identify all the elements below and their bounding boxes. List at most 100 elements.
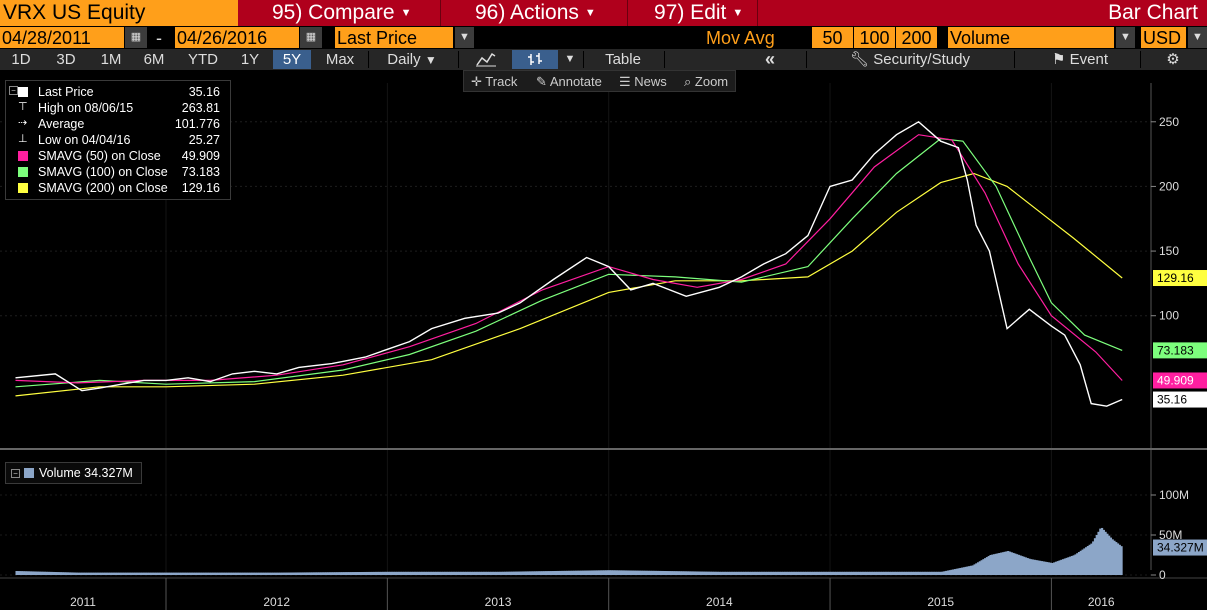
actions-menu[interactable]: 96) Actions ▼ bbox=[475, 0, 596, 26]
zoom-button[interactable]: ⌕ Zoom bbox=[684, 71, 728, 92]
collapse-panel-icon[interactable]: « bbox=[764, 49, 775, 69]
volume-bar bbox=[794, 571, 797, 575]
volume-bar bbox=[75, 572, 78, 575]
volume-bar bbox=[49, 571, 52, 575]
legend-row[interactable]: SMAVG (200) on Close 129.16 bbox=[6, 180, 230, 196]
volume-bar bbox=[872, 571, 875, 575]
volume-bar bbox=[77, 572, 80, 575]
settings-gear-icon[interactable]: ⚙ bbox=[1166, 51, 1180, 68]
line-chart-icon[interactable] bbox=[466, 50, 506, 69]
volume-tick-label: 50M bbox=[1159, 528, 1182, 542]
volume-legend-collapse-icon[interactable]: − bbox=[11, 469, 20, 478]
frequency-label: Daily bbox=[387, 51, 421, 68]
volume-bar bbox=[946, 570, 950, 575]
range-button-5y[interactable]: 5Y bbox=[273, 50, 311, 69]
volume-bar bbox=[661, 570, 665, 575]
volume-bar bbox=[142, 572, 146, 575]
event-button[interactable]: ⚑ Event bbox=[1035, 50, 1125, 69]
legend-row[interactable]: Last Price 35.16 bbox=[6, 84, 230, 100]
divider bbox=[757, 0, 758, 26]
volume-bar bbox=[330, 572, 333, 575]
mov-avg-100-field[interactable]: 100 bbox=[854, 27, 895, 48]
volume-bar bbox=[112, 572, 116, 575]
edit-menu[interactable]: 97) Edit ▼ bbox=[654, 0, 743, 26]
news-button[interactable]: ☰ News bbox=[619, 71, 667, 92]
legend-name: SMAVG (50) on Close bbox=[38, 149, 161, 163]
currency-select[interactable]: USD bbox=[1141, 27, 1186, 48]
ticker-field[interactable]: VRX US Equity bbox=[0, 0, 238, 26]
volume-bar bbox=[20, 571, 24, 575]
annotate-button[interactable]: ✎ Annotate bbox=[536, 71, 602, 92]
bar-chart-icon[interactable] bbox=[512, 50, 558, 69]
security-study-button[interactable]: 🔧︎ Security/Study bbox=[830, 50, 990, 69]
volume-bar bbox=[552, 571, 555, 575]
volume-bar bbox=[187, 572, 190, 575]
last-value-tag-label: 129.16 bbox=[1157, 271, 1194, 285]
range-button-3d[interactable]: 3D bbox=[56, 51, 76, 68]
volume-bar bbox=[743, 571, 746, 575]
volume-bar bbox=[665, 571, 668, 575]
legend-row[interactable]: SMAVG (100) on Close 73.183 bbox=[6, 164, 230, 180]
price-legend[interactable]: − Last Price 35.16 ⊤ High on 08/06/15 263.81… bbox=[5, 80, 231, 200]
volume-bar bbox=[853, 571, 856, 575]
volume-bar bbox=[100, 572, 103, 575]
volume-bar bbox=[1086, 546, 1090, 575]
volume-bar bbox=[327, 572, 330, 575]
volume-bar bbox=[128, 572, 132, 575]
end-calendar-icon[interactable]: ▦ bbox=[300, 27, 322, 48]
average-marker-icon: ⇢ bbox=[18, 117, 28, 129]
volume-bar bbox=[1053, 562, 1056, 575]
volume-bar bbox=[757, 571, 760, 575]
mov-avg-50-field[interactable]: 50 bbox=[812, 27, 853, 48]
volume-bar bbox=[493, 571, 496, 575]
end-date-field[interactable]: 04/26/2016 bbox=[175, 27, 299, 48]
volume-bar bbox=[369, 571, 372, 575]
mov-avg-200-field[interactable]: 200 bbox=[896, 27, 937, 48]
frequency-select[interactable]: Daily ▼ bbox=[372, 50, 452, 69]
range-button-6m[interactable]: 6M bbox=[143, 51, 165, 68]
volume-bar bbox=[707, 571, 711, 575]
volume-bar bbox=[1037, 560, 1040, 575]
volume-bar bbox=[91, 572, 94, 575]
volume-legend[interactable]: − Volume 34.327M bbox=[5, 462, 142, 484]
range-button-1y[interactable]: 1Y bbox=[240, 51, 260, 68]
volume-bar bbox=[867, 571, 870, 575]
table-tab[interactable]: Table bbox=[605, 51, 641, 68]
volume-bar bbox=[421, 571, 424, 575]
volume-bar bbox=[1017, 554, 1020, 575]
volume-bar bbox=[42, 571, 45, 575]
range-button-ytd[interactable]: YTD bbox=[188, 51, 218, 68]
range-button-1m[interactable]: 1M bbox=[100, 51, 122, 68]
compare-menu[interactable]: 95) Compare ▼ bbox=[272, 0, 411, 26]
lower-study-select[interactable]: Volume bbox=[948, 27, 1114, 48]
chart-type-dropdown-icon[interactable]: ▼ bbox=[564, 53, 576, 65]
range-button-max[interactable]: Max bbox=[325, 51, 355, 68]
price-field-select[interactable]: Last Price bbox=[335, 27, 453, 48]
start-date-field[interactable]: 04/28/2011 bbox=[0, 27, 124, 48]
range-button-1d[interactable]: 1D bbox=[11, 51, 31, 68]
legend-row[interactable]: ⇢ Average 101.776 bbox=[6, 116, 230, 132]
volume-bar bbox=[849, 571, 852, 575]
volume-bar bbox=[982, 559, 985, 575]
volume-bar bbox=[514, 571, 518, 575]
volume-bar bbox=[837, 571, 840, 575]
volume-bar bbox=[762, 571, 765, 575]
track-button[interactable]: ✛ Track bbox=[471, 71, 517, 92]
volume-bar bbox=[332, 572, 335, 575]
volume-bar bbox=[1000, 552, 1003, 575]
volume-bar bbox=[429, 571, 433, 575]
legend-row[interactable]: ⊥ Low on 04/04/16 25.27 bbox=[6, 132, 230, 148]
volume-bar bbox=[422, 571, 425, 575]
volume-bar bbox=[629, 570, 633, 575]
legend-collapse-icon[interactable]: − bbox=[9, 86, 18, 95]
price-field-dropdown-icon[interactable]: ▼ bbox=[455, 27, 474, 48]
x-tick-label: 2013 bbox=[485, 595, 512, 609]
legend-row[interactable]: SMAVG (50) on Close 49.909 bbox=[6, 148, 230, 164]
legend-row[interactable]: ⊤ High on 08/06/15 263.81 bbox=[6, 100, 230, 116]
lower-study-dropdown-icon[interactable]: ▼ bbox=[1116, 27, 1135, 48]
volume-bar bbox=[438, 571, 441, 575]
start-calendar-icon[interactable]: ▦ bbox=[125, 27, 147, 48]
currency-dropdown-icon[interactable]: ▼ bbox=[1188, 27, 1207, 48]
volume-bar bbox=[54, 572, 57, 575]
